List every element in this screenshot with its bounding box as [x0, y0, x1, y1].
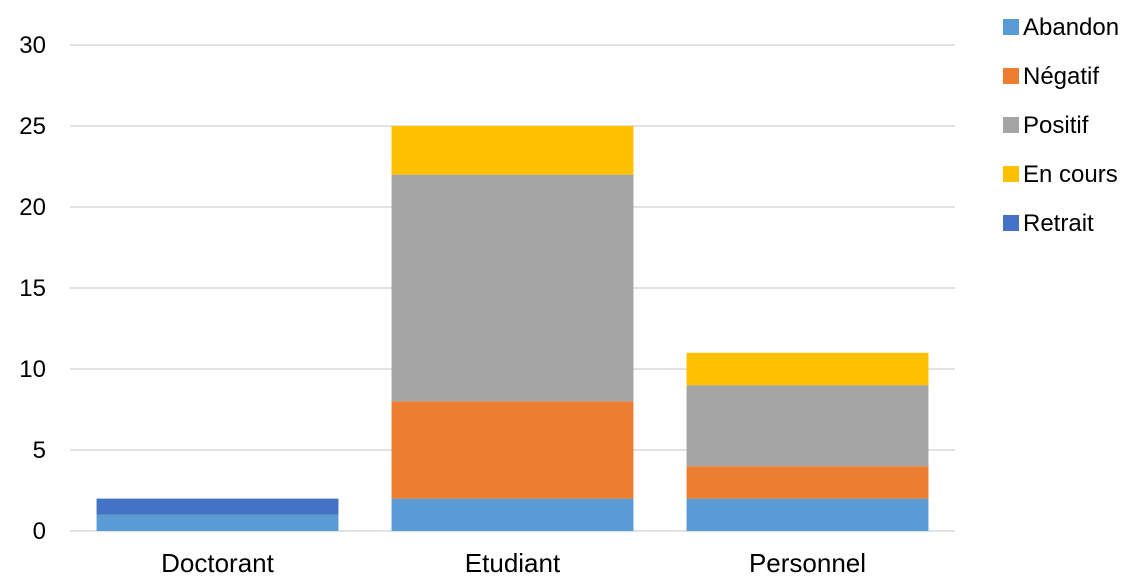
y-tick-label: 5 [33, 437, 46, 464]
legend-swatch [1003, 215, 1019, 231]
y-tick-label: 15 [19, 275, 46, 302]
legend-label: Retrait [1023, 210, 1094, 237]
y-tick-label: 10 [19, 356, 46, 383]
bar-personnel-en-cours [686, 352, 929, 386]
bar-doctorant-abandon [96, 514, 339, 531]
bar-personnel-abandon [686, 498, 929, 531]
y-tick-label: 25 [19, 113, 46, 140]
bar-personnel-positif [686, 385, 929, 467]
bar-etudiant-en-cours [391, 126, 634, 175]
legend-swatch [1003, 19, 1019, 35]
legend-swatch [1003, 68, 1019, 84]
x-category-label: Doctorant [161, 548, 274, 578]
bar-etudiant-positif [391, 174, 634, 402]
y-axis-ticks: 0 5 10 15 20 25 30 [19, 32, 46, 545]
x-category-label: Etudiant [465, 548, 561, 578]
legend-label: Positif [1023, 112, 1089, 139]
legend-swatch [1003, 117, 1019, 133]
y-tick-label: 0 [33, 518, 46, 545]
x-category-label: Personnel [749, 548, 866, 578]
legend-swatch [1003, 166, 1019, 182]
bar-etudiant-abandon [391, 498, 634, 531]
legend-label: Abandon [1023, 14, 1119, 41]
x-axis-categories: Doctorant Etudiant Personnel [161, 548, 866, 578]
y-tick-label: 30 [19, 32, 46, 59]
bar-etudiant-n-gatif [391, 401, 634, 499]
bar-personnel-n-gatif [686, 466, 929, 499]
bar-doctorant-retrait [96, 498, 339, 515]
legend: Abandon Négatif Positif En cours Retrait [1003, 14, 1119, 237]
y-tick-label: 20 [19, 194, 46, 221]
legend-label: En cours [1023, 161, 1118, 188]
legend-label: Négatif [1023, 63, 1099, 90]
bars [96, 126, 929, 531]
